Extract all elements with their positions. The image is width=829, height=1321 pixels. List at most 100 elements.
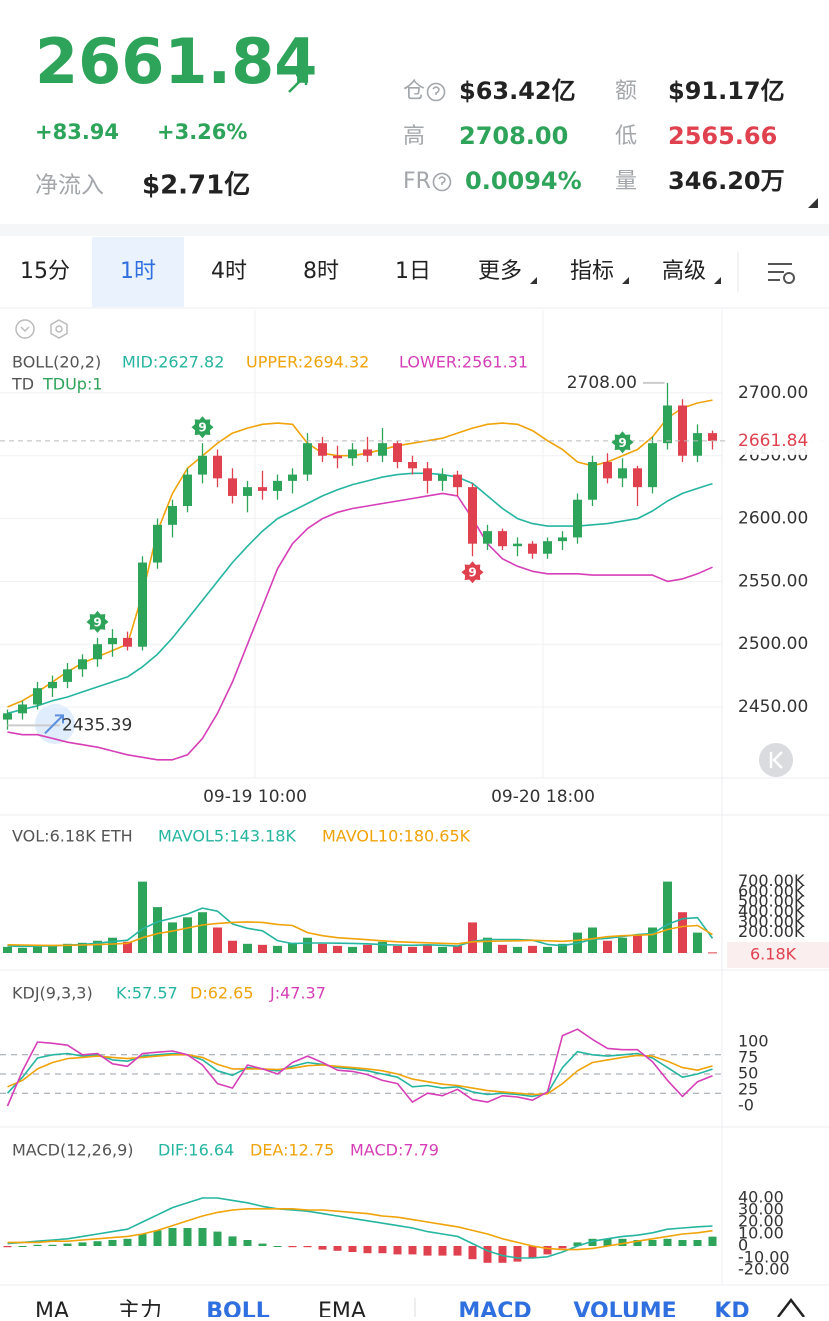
- macd-bar: [528, 1246, 537, 1258]
- td-badge: [86, 610, 109, 633]
- y-tick-label: 10.00: [738, 1224, 784, 1243]
- y-tick-label: -10.00: [738, 1248, 790, 1267]
- macd-bar: [678, 1240, 687, 1246]
- volume-bar: [198, 912, 207, 953]
- volume-bar: [153, 907, 162, 953]
- td-title: TD: [11, 375, 34, 394]
- volume-bar: [168, 922, 177, 953]
- td-count: 9: [618, 436, 626, 450]
- macd-bar: [468, 1246, 477, 1260]
- candle-body: [498, 531, 507, 547]
- indicator-tab[interactable]: MACD: [458, 1299, 531, 1321]
- change: +83.94: [35, 120, 119, 144]
- volume-bar: [543, 946, 552, 953]
- macd-bar: [483, 1246, 492, 1263]
- timeframe-tab[interactable]: 高级: [662, 259, 706, 284]
- boll-line: [7, 472, 713, 715]
- mavol-line: [7, 921, 713, 947]
- candle-body: [693, 433, 702, 456]
- y-tick-label: 300.00K: [738, 912, 805, 931]
- volume-bar: [453, 945, 462, 953]
- timeframe-tab[interactable]: 4时: [211, 259, 247, 284]
- candle-body: [603, 462, 612, 479]
- candle-body: [243, 487, 252, 496]
- indicator-tab[interactable]: EMA: [318, 1299, 366, 1321]
- volume-bar: [303, 937, 312, 953]
- volume-bar: [393, 945, 402, 953]
- timeframe-tab[interactable]: 15分: [20, 259, 70, 284]
- candle-body: [618, 468, 627, 479]
- candle-body: [648, 443, 657, 488]
- timeframe-tab[interactable]: 1时: [120, 259, 156, 284]
- volume-bar: [258, 944, 267, 953]
- td-count: 9: [198, 421, 206, 435]
- volume-bar: [498, 944, 507, 953]
- macd-bar: [3, 1246, 12, 1248]
- volume-bar: [558, 943, 567, 953]
- timeframe-tab[interactable]: 1日: [395, 259, 431, 284]
- macd-bar: [453, 1246, 462, 1256]
- help-icon[interactable]: [426, 82, 446, 102]
- net-inflow-label: 净流入: [35, 173, 104, 199]
- y-tick-label: 2600.00: [738, 509, 808, 529]
- net-inflow: $2.71亿: [142, 171, 250, 201]
- legend-entry: UPPER:2694.32: [246, 353, 369, 372]
- help-icon[interactable]: [432, 172, 452, 192]
- low-marker-label: 2435.39: [62, 715, 132, 735]
- indicator-tab[interactable]: KD: [714, 1299, 749, 1321]
- volume-bar: [123, 941, 132, 953]
- indicator-tab[interactable]: 主力: [118, 1299, 162, 1321]
- dropdown-triangle: [530, 277, 537, 284]
- volume-bar: [588, 927, 597, 953]
- y-tick-label: 2700.00: [738, 383, 808, 403]
- candle-body: [528, 543, 537, 554]
- settings-icon-core: [55, 325, 63, 333]
- macd-bar: [138, 1234, 147, 1246]
- td-count: 9: [93, 615, 101, 629]
- legend-entry: LOWER:2561.31: [399, 353, 528, 372]
- indicator-tab[interactable]: BOLL: [206, 1299, 270, 1321]
- macd-bar: [363, 1246, 372, 1254]
- candle-body: [588, 462, 597, 500]
- candle-body: [543, 541, 552, 554]
- y-tick-label: 2450.00: [738, 697, 808, 717]
- volume-bar: [288, 942, 297, 953]
- candle-body: [258, 487, 267, 491]
- y-tick-label: 30.00: [738, 1200, 784, 1219]
- tab-selected-bg: [92, 237, 184, 307]
- macd-bar: [93, 1241, 102, 1246]
- timeframe-tab[interactable]: 指标: [570, 259, 614, 284]
- volume-bar: [318, 943, 327, 953]
- volume-bar: [438, 946, 447, 953]
- bottom-icon[interactable]: [777, 1297, 805, 1318]
- y-tick-label: 200.00K: [738, 922, 805, 941]
- volume-bar: [63, 943, 72, 953]
- settings-icon[interactable]: [50, 319, 68, 339]
- y-tick-label: 700.00K: [738, 871, 805, 890]
- x-tick-label: 09-20 18:00: [491, 787, 595, 807]
- timeframe-tab[interactable]: 更多: [478, 259, 522, 284]
- volume-bar: [603, 940, 612, 953]
- td-badge: [461, 561, 484, 584]
- macd-bar: [693, 1240, 702, 1246]
- chart-settings-icon[interactable]: [768, 263, 795, 284]
- timeframe-tab[interactable]: 8时: [303, 259, 339, 284]
- indicator-tab[interactable]: MA: [35, 1299, 69, 1321]
- macd-bar: [228, 1236, 237, 1246]
- indicator-title: BOLL(20,2): [12, 353, 101, 372]
- volume-bar: [678, 912, 687, 953]
- change-pct: +3.26%: [157, 120, 247, 144]
- candle-body: [393, 443, 402, 463]
- scroll-latest-button[interactable]: [759, 743, 793, 777]
- macd-bar: [273, 1246, 282, 1247]
- volume-bar: [423, 944, 432, 953]
- volume-bar: [243, 943, 252, 953]
- expand-triangle[interactable]: [808, 198, 818, 208]
- collapse-icon[interactable]: [15, 319, 35, 339]
- candle-body: [213, 455, 222, 479]
- indicator-tab[interactable]: VOLUME: [573, 1299, 676, 1321]
- candle-body: [33, 688, 42, 705]
- y-tick-label: 20.00: [738, 1212, 784, 1231]
- kdj-line: [6, 1050, 713, 1098]
